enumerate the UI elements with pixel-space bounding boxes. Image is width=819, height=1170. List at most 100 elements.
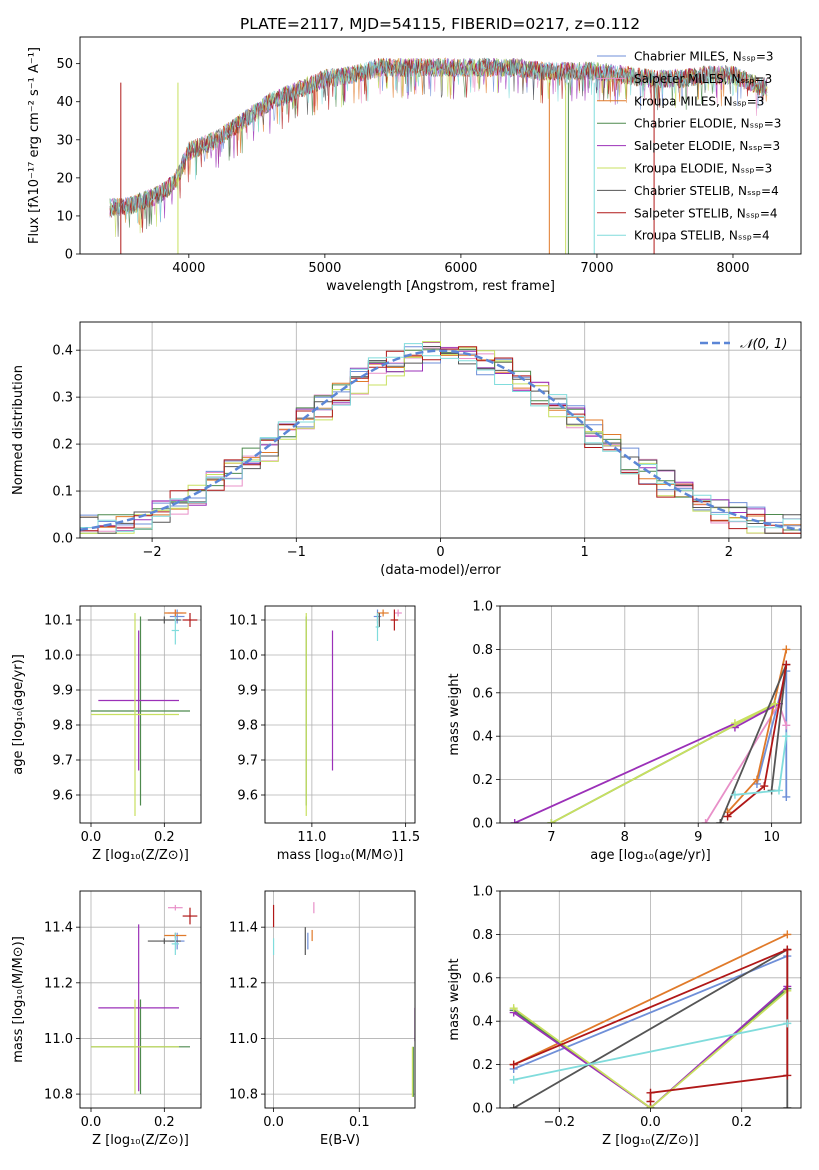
mass-weight-line [649, 949, 789, 1102]
legend-label: Salpeter ELODIE, Nₛₛₚ=3 [634, 139, 780, 153]
y-tick-label: 0.8 [472, 643, 493, 658]
plot-area [509, 930, 792, 1108]
y-tick-label: 9.6 [52, 789, 73, 804]
y-tick-label: 9.8 [52, 719, 73, 734]
x-tick-label: 9 [694, 830, 702, 845]
plot-area [80, 341, 801, 534]
y-tick-label: 10.1 [229, 614, 258, 629]
legend-label: Chabrier MILES, Nₛₛₚ=3 [634, 50, 774, 64]
y-tick-label: 11.0 [229, 1032, 258, 1047]
plot-frame [264, 605, 416, 824]
mass-weight-marker [509, 1060, 518, 1069]
legend-label: Kroupa STELIB, Nₛₛₚ=4 [634, 229, 770, 243]
plot-area [305, 609, 402, 816]
plot-frame [79, 605, 202, 824]
mass-weight-marker [782, 645, 791, 654]
y-tick-label: 11.2 [44, 976, 73, 991]
y-tick-label: 30 [56, 133, 73, 148]
x-tick-label: 11.5 [391, 830, 420, 845]
x-tick-label: 8 [621, 830, 629, 845]
y-tick-label: 10.8 [44, 1088, 73, 1103]
x-tick-label: 1 [581, 545, 589, 560]
plot-frame [79, 36, 802, 255]
y-axis-label: Flux [fλ10⁻¹⁷ erg cm⁻² s⁻¹ A⁻¹] [27, 47, 42, 244]
x-tick-label: 0.0 [263, 1115, 284, 1130]
plot-frame [79, 321, 802, 539]
spectrum-series-line [109, 57, 768, 224]
mass-weight-marker [783, 945, 792, 954]
x-tick-label: 8000 [716, 261, 749, 276]
plot-area [91, 609, 198, 816]
x-axis-label: Z [log₁₀(Z/Z⊙)] [602, 1133, 699, 1148]
y-tick-label: 0.8 [472, 928, 493, 943]
y-tick-label: 0.2 [52, 438, 73, 453]
y-tick-label: 0.3 [52, 391, 73, 406]
y-tick-label: 20 [56, 171, 73, 186]
x-tick-label: −0.2 [543, 1115, 575, 1130]
x-tick-label: 11.0 [297, 830, 326, 845]
x-tick-label: 7000 [580, 261, 613, 276]
y-tick-label: 0.4 [472, 1015, 493, 1030]
mass-weight-line [513, 985, 788, 1108]
y-axis-label: mass [log₁₀(M/M⊙)] [11, 936, 26, 1063]
x-axis-label: (data-model)/error [380, 563, 501, 578]
y-tick-label: 0.6 [472, 686, 493, 701]
mass-weight-marker [509, 1104, 518, 1108]
plot-frame [264, 890, 416, 1109]
gaussian-curve [80, 349, 801, 532]
mass_vs_ebv-chart: 0.0 0.1 10.8 11.0 11.2 11.4 E(B-V) [229, 890, 416, 1148]
y-axis-label: mass weight [447, 958, 462, 1040]
x-tick-label: −1 [287, 545, 306, 560]
y-tick-label: 1.0 [472, 885, 493, 900]
y-tick-label: 10.8 [229, 1088, 258, 1103]
legend-label: Chabrier ELODIE, Nₛₛₚ=3 [634, 117, 781, 131]
y-tick-label: 0.2 [472, 773, 493, 788]
mass-weight-marker [783, 930, 792, 939]
mass-weight-marker [547, 819, 556, 823]
mass-weight-marker [783, 1104, 792, 1108]
y-tick-label: 10.0 [229, 649, 258, 664]
spectrum-chart: 4000 5000 6000 7000 8000 0 10 20 30 40 50 wavelengt… [27, 36, 802, 294]
mass-weight-marker [774, 786, 783, 795]
x-tick-label: 4000 [172, 261, 205, 276]
mass-weight-marker [760, 782, 769, 791]
mass-weight-marker [782, 721, 791, 730]
plot-area [510, 645, 791, 823]
plot-frame [499, 605, 802, 824]
y-tick-label: 0.6 [472, 971, 493, 986]
y-tick-label: 0.0 [472, 817, 493, 832]
y-tick-label: 9.9 [52, 684, 73, 699]
y-tick-label: 0 [65, 248, 73, 263]
mass-weight-marker [752, 775, 761, 784]
mass-weight-line [513, 1022, 788, 1081]
mass_vs_Z-chart: 0.0 0.2 10.8 11.0 11.2 11.4 Z [log₁₀(Z/Z⊙)] mas… [11, 890, 202, 1148]
plot-area [109, 57, 768, 254]
x-tick-label: 0.0 [640, 1115, 661, 1130]
plot-area [91, 904, 198, 1095]
x-tick-label: −2 [143, 545, 162, 560]
plot-area [272, 902, 415, 1097]
x-axis-label: age [log₁₀(age/yr)] [590, 848, 711, 863]
legend-label: Chabrier STELIB, Nₛₛₚ=4 [634, 184, 779, 198]
legend-label: 𝒩(0, 1) [740, 337, 787, 352]
y-tick-label: 0.2 [472, 1058, 493, 1073]
legend-label: Kroupa MILES, Nₛₛₚ=3 [634, 94, 764, 108]
y-tick-label: 50 [56, 57, 73, 72]
y-tick-label: 11.0 [44, 1032, 73, 1047]
mass-weight-line [513, 990, 788, 1108]
mass-weight-marker [783, 1019, 792, 1028]
mass-weight-marker [783, 1071, 792, 1080]
y-tick-label: 9.8 [237, 719, 258, 734]
y-tick-label: 9.7 [237, 754, 258, 769]
age_vs_mass-chart: 11.0 11.5 9.6 9.7 9.8 9.9 10.0 10.1 mass [log₁₀(… [229, 605, 420, 863]
mass-weight-marker [646, 1088, 655, 1097]
mass-weight-marker [509, 1004, 518, 1013]
y-tick-label: 0.4 [52, 344, 73, 359]
y-tick-label: 9.9 [237, 684, 258, 699]
mass-weight-marker [730, 790, 739, 799]
mass-weight-marker [510, 819, 519, 823]
y-axis-label: mass weight [447, 673, 462, 755]
x-tick-label: 0 [436, 545, 444, 560]
x-axis-label: Z [log₁₀(Z/Z⊙)] [92, 848, 189, 863]
y-tick-label: 10 [56, 209, 73, 224]
